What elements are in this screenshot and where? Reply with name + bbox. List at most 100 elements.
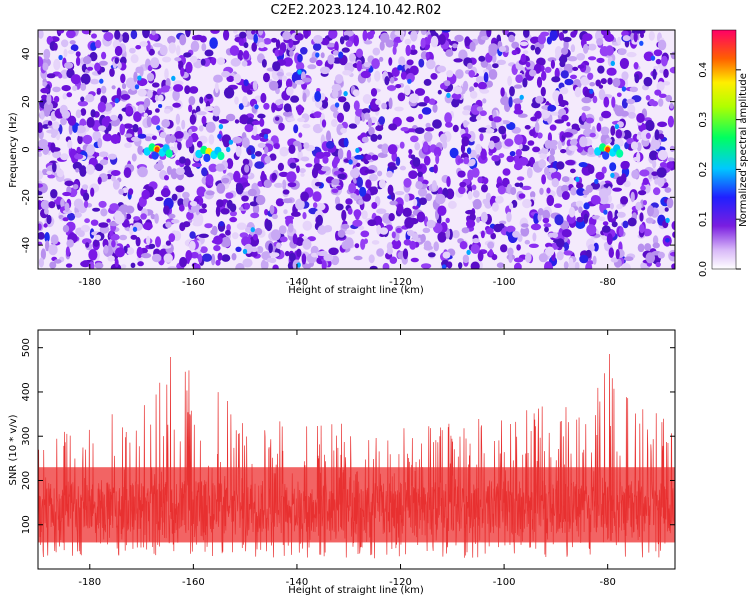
heatmap-cell xyxy=(353,35,360,47)
heatmap-cell xyxy=(375,99,381,105)
heatmap-cell xyxy=(532,146,541,153)
heatmap-cell xyxy=(271,172,278,181)
heatmap-cell xyxy=(358,225,365,231)
heatmap-cell xyxy=(264,146,269,154)
heatmap-cell xyxy=(279,146,289,157)
heatmap-cell xyxy=(370,133,378,142)
heatmap-cell xyxy=(370,88,378,97)
heatmap-cell xyxy=(596,57,605,64)
heatmap-cell xyxy=(130,262,136,268)
heatmap-cell xyxy=(218,124,224,130)
heatmap-cell xyxy=(606,67,617,76)
heatmap-cell xyxy=(549,148,556,156)
heatmap-cell xyxy=(205,190,215,196)
heatmap-cell xyxy=(296,248,302,258)
heatmap-cell xyxy=(545,246,555,257)
heatmap-cell xyxy=(568,257,574,265)
heatmap-cell xyxy=(420,30,427,36)
heatmap-cell xyxy=(230,57,241,67)
heatmap-cell xyxy=(85,94,95,103)
heatmap-cell xyxy=(95,234,101,241)
heatmap-cell xyxy=(152,82,160,88)
heatmap-cell xyxy=(436,65,447,73)
heatmap-cell xyxy=(388,213,395,222)
heatmap-cell xyxy=(322,151,331,158)
heatmap-cell xyxy=(413,198,418,207)
heatmap-cell xyxy=(158,94,164,102)
heatmap-cell xyxy=(459,181,467,188)
heatmap-cell xyxy=(150,57,160,69)
heatmap-cell xyxy=(566,122,571,127)
x-tick-label: -80 xyxy=(600,277,616,288)
heatmap-cell xyxy=(507,75,512,86)
heatmap-cell xyxy=(300,47,308,55)
heatmap-cell xyxy=(479,133,484,142)
heatmap-cell xyxy=(232,232,239,240)
heatmap-cell xyxy=(557,140,562,150)
heatmap-cell xyxy=(630,141,639,150)
heatmap-cell xyxy=(617,36,621,45)
heatmap-cell xyxy=(480,211,488,223)
heatmap-cell xyxy=(38,170,44,181)
heatmap-cell xyxy=(657,39,667,51)
heatmap-cell xyxy=(420,263,432,269)
heatmap-cell xyxy=(315,203,326,211)
heatmap-cell xyxy=(655,261,661,268)
heatmap-cell xyxy=(344,237,354,249)
heatmap-cell xyxy=(295,61,305,71)
heatmap-cell xyxy=(147,89,153,99)
heatmap-cell xyxy=(284,250,290,257)
heatmap-cell xyxy=(614,209,619,220)
heatmap-cell xyxy=(110,170,121,176)
heatmap-cell xyxy=(92,207,101,212)
heatmap-cell xyxy=(132,226,138,232)
heatmap-cell xyxy=(137,166,148,178)
heatmap-cell xyxy=(276,72,284,77)
heatmap-cell xyxy=(99,78,104,84)
heatmap-cell xyxy=(62,224,70,233)
heatmap-cell xyxy=(38,30,44,39)
heatmap-cell xyxy=(425,127,435,132)
heatmap-cell xyxy=(605,146,611,153)
heatmap-cell xyxy=(237,49,244,61)
heatmap-cell xyxy=(295,198,305,210)
heatmap-cell xyxy=(381,102,387,110)
heatmap-cell xyxy=(394,106,404,112)
heatmap-cell xyxy=(97,137,103,149)
heatmap-cell xyxy=(272,61,281,72)
heatmap-cell xyxy=(561,47,569,55)
heatmap-cell xyxy=(341,47,350,53)
heatmap-cell xyxy=(242,248,248,255)
heatmap-cell xyxy=(644,243,652,252)
heatmap-cell xyxy=(38,183,43,188)
heatmap-cell xyxy=(95,163,104,172)
heatmap-cell xyxy=(509,86,515,97)
heatmap-cell xyxy=(235,246,242,252)
heatmap-cell xyxy=(541,174,546,185)
heatmap-cell xyxy=(508,202,514,210)
heatmap-cell xyxy=(361,108,371,114)
heatmap-cell xyxy=(445,49,454,57)
heatmap-cell xyxy=(496,59,506,65)
heatmap-cell xyxy=(212,105,221,117)
heatmap-cell xyxy=(529,69,537,77)
heatmap-cell xyxy=(445,121,453,128)
heatmap-cell xyxy=(302,220,313,231)
heatmap-cell xyxy=(620,196,629,205)
heatmap-cell xyxy=(199,35,207,43)
heatmap-cell xyxy=(510,187,517,195)
heatmap-cell xyxy=(395,156,401,166)
heatmap-cell xyxy=(134,84,140,90)
heatmap-cell xyxy=(70,74,81,85)
heatmap-cell xyxy=(154,146,160,153)
heatmap-cell xyxy=(58,54,63,61)
heatmap-cell xyxy=(482,98,487,104)
heatmap-cell xyxy=(482,177,489,185)
heatmap-cell xyxy=(561,191,570,200)
heatmap-cell xyxy=(69,40,76,45)
heatmap-cell xyxy=(587,244,595,252)
heatmap-cell xyxy=(348,159,353,165)
heatmap-cell xyxy=(491,155,501,162)
heatmap-cell xyxy=(492,116,502,123)
heatmap-cell xyxy=(405,44,411,57)
